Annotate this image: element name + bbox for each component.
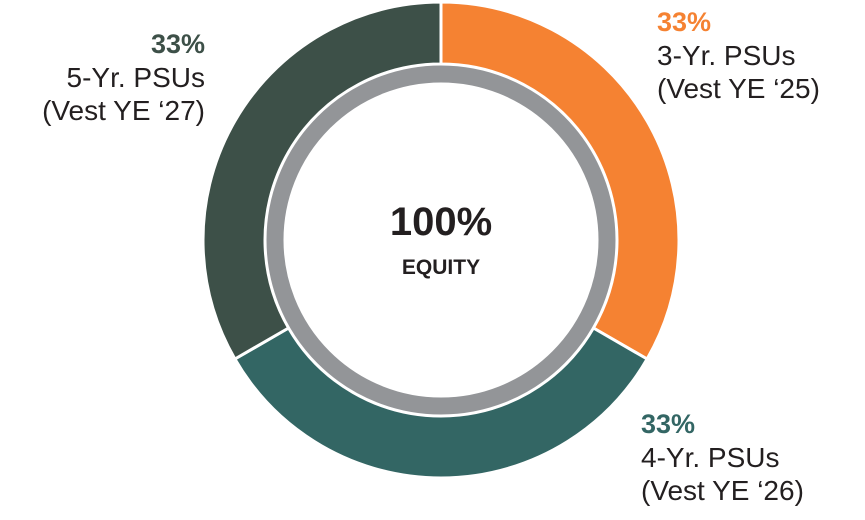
value-label: 33% [641,409,696,439]
donut-slice [439,0,681,362]
inner-ring [266,65,616,415]
slice-label: 33% 5-Yr. PSUs (Vest YE ‘27) [42,28,205,127]
category-label: 4-Yr. PSUs (Vest YE ‘26) [641,442,804,506]
center-label: 100% [389,200,493,244]
value-label: 33% [150,29,205,59]
donut-slice [201,0,443,362]
slice-label: 33% 3-Yr. PSUs (Vest YE ‘25) [657,6,820,105]
category-label: 5-Yr. PSUs (Vest YE ‘27) [42,62,205,126]
category-label: 3-Yr. PSUs (Vest YE ‘25) [657,40,820,104]
value-label: 33% [657,7,712,37]
slice-label: 33% 4-Yr. PSUs (Vest YE ‘26) [641,408,804,507]
donut-slice [232,325,650,480]
center-sublabel: EQUITY [401,256,481,279]
